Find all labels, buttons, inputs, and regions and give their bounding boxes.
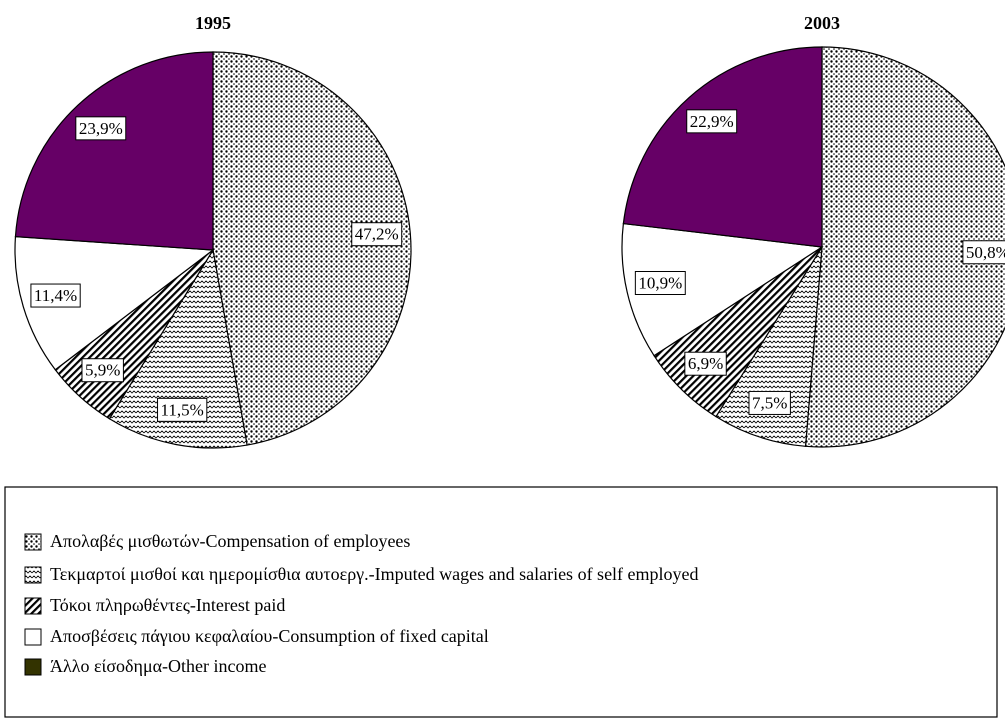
data-label: 7,5% — [748, 390, 791, 415]
data-label-text: 22,9% — [690, 112, 734, 131]
data-label-text: 47,2% — [355, 225, 399, 244]
legend-box — [4, 486, 998, 718]
data-label: 23,9% — [75, 116, 127, 141]
legend-swatch — [24, 658, 42, 676]
pie-slice — [622, 46, 823, 248]
data-label-box — [30, 283, 81, 308]
pie-slice — [804, 46, 1005, 448]
legend-label: Άλλο είσοδημα-Other income — [50, 656, 267, 676]
data-label-box — [75, 116, 127, 141]
data-label: 5,9% — [81, 358, 124, 383]
pie-slice — [715, 246, 823, 447]
legend-swatch — [24, 566, 42, 584]
data-label-text: 10,9% — [638, 274, 682, 293]
chart-title: 1995 — [195, 13, 231, 33]
data-label: 47,2% — [351, 222, 403, 247]
data-label: 6,9% — [684, 351, 727, 376]
data-label-text: 23,9% — [79, 119, 123, 138]
data-label-box — [962, 240, 1005, 265]
legend-label: Απολαβές μισθωτών-Compensation of employ… — [50, 531, 410, 551]
data-label-box — [634, 271, 686, 296]
data-label-box — [686, 109, 738, 134]
pie-slice — [14, 235, 215, 371]
legend-swatch — [24, 597, 42, 615]
data-label-box — [81, 358, 124, 383]
data-label-text: 11,4% — [34, 286, 77, 305]
data-label-box — [684, 351, 727, 376]
legend-swatch — [24, 533, 42, 551]
data-label: 10,9% — [634, 271, 686, 296]
data-label: 50,8% — [962, 240, 1005, 265]
data-label-text: 11,5% — [161, 400, 204, 419]
legend-swatch — [24, 628, 42, 646]
pie-slice — [108, 248, 248, 449]
data-label-text: 5,9% — [85, 361, 120, 380]
data-label: 22,9% — [686, 109, 738, 134]
legend-label: Τόκοι πληρωθέντες-Interest paid — [50, 595, 285, 615]
legend-label: Τεκμαρτοί μισθοί και ημερομίσθια αυτοεργ… — [50, 564, 699, 584]
data-label-text: 50,8% — [966, 243, 1005, 262]
data-label-box — [748, 390, 791, 415]
chart-title: 2003 — [804, 13, 840, 33]
pie-slice — [621, 222, 824, 357]
data-label: 11,4% — [30, 283, 81, 308]
legend-label: Αποσβέσεις πάγιου κεφαλαίου-Consumption … — [50, 626, 489, 646]
pie-slice — [14, 51, 214, 251]
data-label-text: 6,9% — [688, 354, 723, 373]
pie-slice — [212, 51, 412, 446]
data-label-text: 7,5% — [752, 393, 787, 412]
data-label-box — [157, 397, 208, 422]
data-label-box — [351, 222, 403, 247]
data-label: 11,5% — [157, 397, 208, 422]
